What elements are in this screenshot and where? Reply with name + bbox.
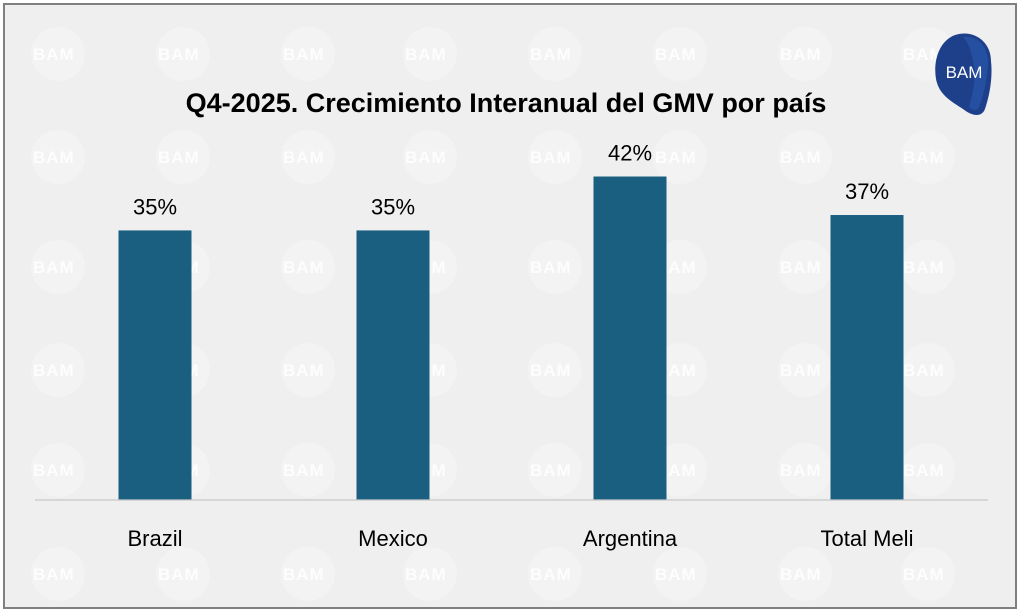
chart-frame: BAM BAM BAM BAM BAM BAM BAM BAM BAM BAM BAM BAM BAM B… (3, 3, 1017, 609)
data-label: 35% (133, 194, 177, 219)
bar-chart: Q4-2025. Crecimiento Interanual del GMV … (35, 88, 988, 551)
x-tick-label: Brazil (127, 526, 182, 551)
bar-total-meli (830, 215, 904, 500)
bar-mexico (356, 230, 430, 500)
bam-logo-icon: BAM (935, 33, 992, 116)
data-label: 35% (371, 194, 415, 219)
data-label: 42% (608, 141, 652, 166)
bar-group: 35% Brazil 35% Mexico 42% Argentina 37% Total M… (118, 141, 914, 551)
chart-title: Q4-2025. Crecimiento Interanual del GMV … (186, 88, 827, 118)
bam-logo: BAM (933, 31, 995, 117)
bar-brazil (118, 230, 192, 500)
bar-argentina (593, 176, 667, 501)
x-tick-label: Total Meli (821, 526, 914, 551)
x-tick-label: Argentina (583, 526, 678, 551)
x-tick-label: Mexico (358, 526, 428, 551)
data-label: 37% (845, 179, 889, 204)
logo-text: BAM (946, 63, 983, 82)
